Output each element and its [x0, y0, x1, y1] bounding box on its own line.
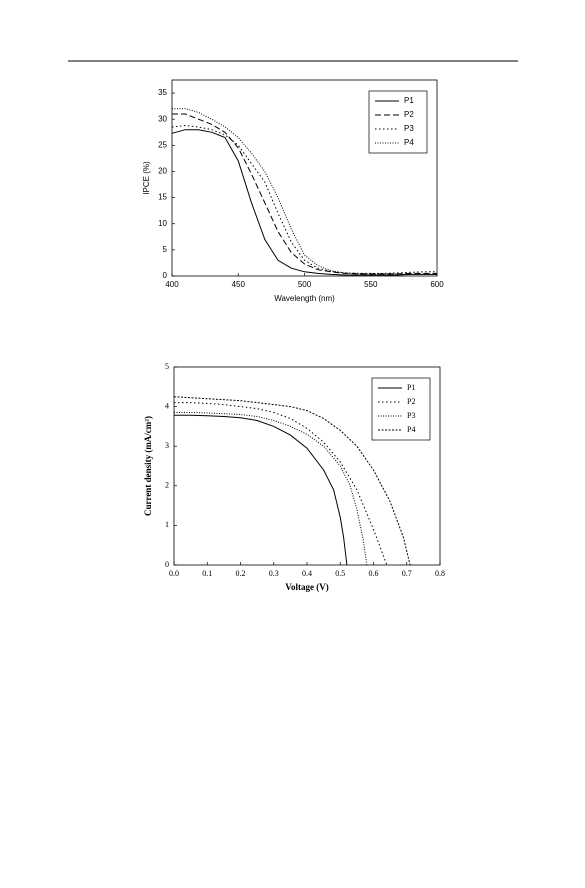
x-tick-label: 500 [298, 280, 312, 289]
y-tick-label: 2 [165, 481, 169, 490]
axis-label: Wavelength (nm) [274, 294, 335, 303]
chart: 0.0 0.1 0.2 0.3 0.4 0.5 0.6 0.7 0.8 0 1 2 3 4 5 Voltage… [143, 362, 445, 592]
y-tick-label: 0 [163, 271, 168, 280]
x-tick-label: 0.5 [335, 569, 345, 578]
legend-box [371, 377, 431, 441]
legend-label: P2 [407, 397, 415, 406]
axis-label: Current density (mA/cm²) [143, 416, 153, 516]
legend-label: P1 [407, 383, 415, 392]
axis-label: IPCE (%) [142, 161, 151, 195]
x-tick-label: 600 [430, 280, 444, 289]
y-tick-label: 15 [158, 193, 167, 202]
series-line [171, 124, 437, 274]
series-line [171, 129, 437, 276]
legend-label: P2 [404, 110, 414, 119]
y-tick-label: 10 [158, 219, 167, 228]
x-tick-label: 0.8 [435, 569, 445, 578]
x-tick-label: 400 [165, 280, 179, 289]
series-line [172, 108, 437, 275]
y-tick-label: 5 [165, 362, 169, 371]
chart: 400 450 500 550 600 0 5 10 15 20 25 30 35 Wavelength … [142, 79, 444, 303]
y-tick-label: 35 [158, 88, 167, 97]
y-tick-label: 5 [163, 245, 168, 254]
legend-label: P4 [407, 425, 415, 434]
x-tick-label: 450 [232, 280, 246, 289]
legend-label: P3 [404, 124, 414, 133]
series-line [174, 402, 388, 566]
series-line [174, 412, 368, 566]
axis-label: Voltage (V) [285, 582, 328, 592]
y-tick-label: 30 [158, 114, 167, 123]
y-tick-label: 20 [158, 167, 167, 176]
x-tick-label: 550 [364, 280, 378, 289]
x-tick-label: 0.1 [202, 569, 212, 578]
x-tick-label: 0.6 [369, 569, 379, 578]
y-tick-label: 25 [158, 140, 167, 149]
legend-label: P1 [404, 96, 414, 105]
x-tick-label: 0.2 [236, 569, 246, 578]
legend-box [368, 90, 428, 154]
x-tick-label: 0.3 [269, 569, 279, 578]
x-tick-label: 0.7 [402, 569, 412, 578]
legend-label: P4 [404, 138, 414, 147]
y-tick-label: 0 [165, 560, 169, 569]
y-tick-label: 3 [165, 441, 169, 450]
series-line [174, 414, 348, 566]
legend-label: P3 [407, 411, 415, 420]
y-tick-label: 4 [165, 401, 169, 410]
x-tick-label: 0.0 [169, 569, 179, 578]
y-tick-label: 1 [165, 520, 169, 529]
x-tick-label: 0.4 [302, 569, 312, 578]
